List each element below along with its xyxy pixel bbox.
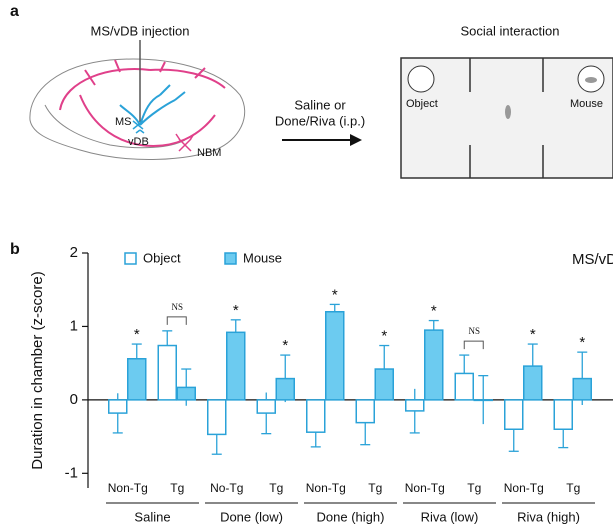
y-tick-label: 1 bbox=[70, 317, 78, 334]
bar bbox=[207, 399, 227, 436]
significance-bracket bbox=[166, 316, 187, 325]
bar bbox=[127, 358, 147, 401]
significance: * bbox=[381, 328, 387, 345]
y-tick-label: -1 bbox=[65, 464, 78, 481]
injection-title: MS/vDB injection bbox=[91, 23, 190, 38]
region-label: MS bbox=[115, 116, 132, 128]
legend-swatch bbox=[124, 252, 137, 265]
bar bbox=[454, 372, 474, 401]
panel-label: b bbox=[10, 241, 20, 258]
group-label: Riva (low) bbox=[421, 509, 479, 524]
ms-projections bbox=[119, 84, 186, 126]
object-cup bbox=[407, 65, 435, 93]
significance: NS bbox=[468, 326, 480, 336]
bar bbox=[157, 344, 177, 401]
stranger-mouse bbox=[585, 77, 597, 83]
bar bbox=[523, 365, 543, 401]
group-label: Done (low) bbox=[220, 509, 283, 524]
group-label: Riva (high) bbox=[517, 509, 580, 524]
x-tick-label: Tg bbox=[566, 481, 580, 495]
bar bbox=[374, 368, 394, 401]
panel-label: a bbox=[10, 3, 19, 20]
x-tick-label: Tg bbox=[467, 481, 481, 495]
bar bbox=[405, 399, 425, 412]
significance: * bbox=[233, 302, 239, 319]
arena-dividers bbox=[469, 58, 544, 178]
x-tick-label: Non-Tg bbox=[108, 481, 148, 495]
chamber-label: Mouse bbox=[570, 98, 603, 110]
x-tick-label: Non-Tg bbox=[306, 481, 346, 495]
bar bbox=[424, 329, 444, 401]
treatment-text: Saline or bbox=[294, 97, 346, 112]
bar bbox=[226, 331, 246, 401]
arena-title: Social interaction bbox=[461, 23, 560, 38]
bar bbox=[572, 377, 592, 401]
x-tick-label: Tg bbox=[170, 481, 184, 495]
legend-label: Object bbox=[143, 250, 181, 265]
brain-outline bbox=[29, 58, 246, 160]
treatment-text: Done/Riva (i.p.) bbox=[275, 113, 365, 128]
legend-label: Mouse bbox=[243, 250, 282, 265]
chamber-label: Object bbox=[406, 98, 438, 110]
bar bbox=[355, 399, 375, 424]
x-tick-label: Non-Tg bbox=[504, 481, 544, 495]
legend-swatch bbox=[224, 252, 237, 265]
group-label: Done (high) bbox=[317, 509, 385, 524]
x-tick-label: Tg bbox=[368, 481, 382, 495]
nbm-projections bbox=[59, 59, 226, 147]
test-mouse bbox=[505, 105, 511, 119]
significance: * bbox=[579, 334, 585, 351]
significance: NS bbox=[171, 302, 183, 312]
arrow-head bbox=[350, 134, 362, 146]
x-tick-label: Tg bbox=[269, 481, 283, 495]
region-label: NBM bbox=[197, 147, 221, 159]
bar bbox=[504, 399, 524, 430]
significance-bracket bbox=[463, 340, 484, 350]
ms-cells bbox=[132, 120, 145, 134]
y-tick-label: 2 bbox=[70, 244, 78, 261]
region-label: vDB bbox=[128, 136, 149, 148]
significance: * bbox=[332, 286, 338, 303]
significance: * bbox=[282, 337, 288, 354]
bar bbox=[108, 399, 128, 414]
x-tick-label: No-Tg bbox=[210, 481, 243, 495]
bar bbox=[256, 399, 276, 414]
chart-annotation: MS/vDB bbox=[572, 251, 613, 268]
bar bbox=[325, 311, 345, 401]
bar bbox=[306, 399, 326, 433]
x-tick-label: Non-Tg bbox=[405, 481, 445, 495]
bar bbox=[176, 386, 196, 401]
significance: * bbox=[530, 326, 536, 343]
significance: * bbox=[431, 303, 437, 320]
bar bbox=[473, 399, 493, 402]
group-label: Saline bbox=[134, 509, 170, 524]
bar bbox=[553, 399, 573, 430]
nbm-cells bbox=[175, 133, 195, 152]
y-tick-label: 0 bbox=[70, 391, 78, 408]
y-axis-label: Duration in chamber (z-score) bbox=[29, 271, 46, 469]
bar bbox=[275, 377, 295, 401]
significance: * bbox=[134, 326, 140, 343]
